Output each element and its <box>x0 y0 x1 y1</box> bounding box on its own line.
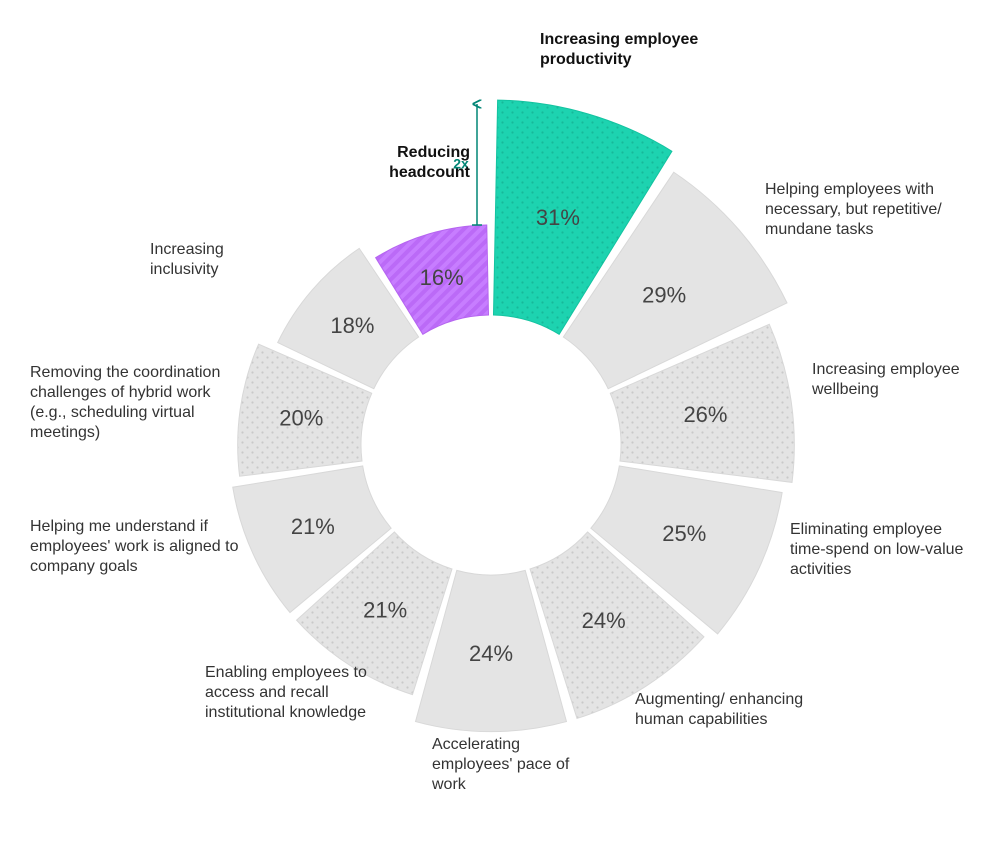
pct-recall: 21% <box>363 598 407 623</box>
pct-augment: 24% <box>582 608 626 633</box>
label-lowvalue: Eliminating employee time-spend on low-v… <box>790 520 970 580</box>
label-aligned: Helping me understand if employees' work… <box>30 517 240 577</box>
label-hybrid: Removing the coordination challenges of … <box>30 363 245 443</box>
pct-wellbeing: 26% <box>683 402 727 427</box>
label-wellbeing: Increasing employee wellbeing <box>812 360 982 400</box>
pct-productivity: 31% <box>536 205 580 230</box>
pct-inclusivity: 18% <box>330 313 374 338</box>
pct-aligned: 21% <box>291 514 335 539</box>
pct-lowvalue: 25% <box>662 521 706 546</box>
label-productivity: Increasing employee productivity <box>540 30 740 70</box>
label-augment: Augmenting/ enhancing human capabilities <box>635 690 805 730</box>
pct-pace: 24% <box>469 641 513 666</box>
pct-hybrid: 20% <box>279 406 323 431</box>
label-recall: Enabling employees to access and recall … <box>205 663 405 723</box>
label-repetitive: Helping employees with necessary, but re… <box>765 180 965 240</box>
pct-headcount: 16% <box>420 265 464 290</box>
label-headcount: Reducing headcount <box>330 143 470 183</box>
pct-repetitive: 29% <box>642 283 686 308</box>
label-inclusivity: Increasing inclusivity <box>150 240 270 280</box>
label-pace: Accelerating employees' pace of work <box>432 735 592 795</box>
